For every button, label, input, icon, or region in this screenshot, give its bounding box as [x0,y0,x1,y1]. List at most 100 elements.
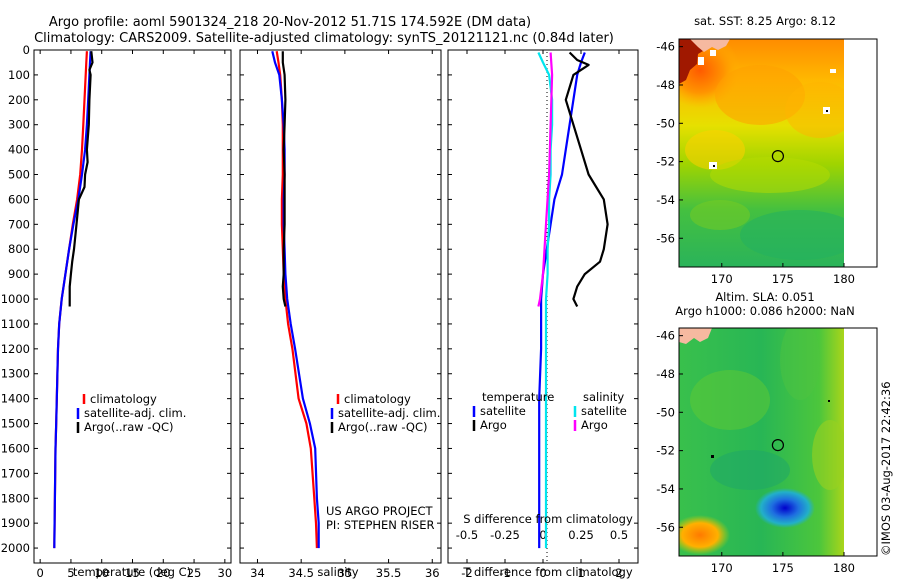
x-tick-label: 1 [577,566,584,580]
map-lon-tick-label: 170 [711,561,733,575]
difference-axis-ticks: -2 -1 0 1 2 -0.5 -0.25 0 0.25 0.5 [448,49,638,580]
temperature-legend-argo: Argo(..raw -QC) [84,420,174,434]
depth-tick-label: 1900 [1,516,30,530]
series-line-satellite-adj-clim- [53,51,92,549]
series-line-satellite-adj-clim- [271,50,320,549]
temperature-legend: climatology satellite-adj. clim. Argo(..… [76,392,186,434]
map-lon-tick-label: 175 [772,272,794,286]
x-tick-label: 34.5 [288,566,314,580]
temperature-plot-frame [33,49,232,564]
depth-tick-label: 100 [8,68,30,82]
series-line-argo-raw-qc- [68,51,94,307]
map-lat-tick-label: -54 [656,193,675,207]
x-tick-label: 20 [156,566,171,580]
sla-map-title-line1: Altim. SLA: 0.051 [715,290,814,304]
map-lat-tick-label: -46 [656,40,675,54]
x-tick-label: 35 [338,566,353,580]
depth-tick-label: 1300 [1,367,30,381]
x-top-tick-label: -0.5 [456,528,478,542]
difference-x-label: T difference from climatology [462,565,633,579]
x-tick-label: 15 [125,566,140,580]
x-tick-label: 25 [187,566,202,580]
sst-map-title: sat. SST: 8.25 Argo: 8.12 [694,14,836,28]
depth-tick-label: 1700 [1,466,30,480]
x-tick-label: 36 [425,566,440,580]
map-lat-tick-label: -56 [656,231,675,245]
salinity-lines [271,50,320,549]
depth-tick-label: 1500 [1,417,30,431]
map-lat-tick-label: -54 [656,482,675,496]
x-top-tick-label: -0.25 [490,528,520,542]
depth-tick-label: 1800 [1,491,30,505]
argo-float-marker [771,439,785,452]
salinity-axis-ticks: 34 34.5 35 35.5 36 [240,49,441,580]
depth-tick-label: 1400 [1,392,30,406]
depth-tick-label: 1100 [1,317,30,331]
map-lat-tick-label: -48 [656,78,675,92]
difference-legend: temperature satellite Argo salinity sate… [472,390,627,432]
depth-tick-label: 500 [8,168,30,182]
map-lat-tick-label: -52 [656,155,675,169]
x-tick-label: 10 [94,566,109,580]
map-lat-tick-label: -50 [656,116,675,130]
salinity-x-label: salinity [317,565,358,579]
project-credit: US ARGO PROJECT [326,504,434,518]
map-lon-tick-label: 180 [833,561,855,575]
x-tick-label: -2 [461,566,472,580]
series-line-argo-raw-qc- [281,51,287,307]
temperature-x-label: temperature (deg C) [73,565,191,579]
sla-map-panel: Altim. SLA: 0.051 Argo h1000: 0.086 h200… [656,290,878,575]
x-tick-label: 2 [615,566,622,580]
salinity-plot-frame [239,49,442,564]
map-lon-tick-label: 175 [772,561,794,575]
salinity-legend-satellite: satellite-adj. clim. [338,406,440,420]
difference-panel: -2 -1 0 1 2 -0.5 -0.25 0 0.25 0.5 temperature sat… [447,49,639,580]
depth-tick-label: 2000 [1,541,30,555]
x-top-tick-label: 0.5 [610,528,628,542]
legend-temp-satellite: satellite [480,404,526,418]
pi-credit: PI: STEPHEN RISER [326,518,435,532]
sst-map-panel: sat. SST: 8.25 Argo: 8.12 170 175 180 -46 -4… [656,14,878,286]
sla-map-frame [678,327,878,557]
salinity-legend-climatology: climatology [344,392,411,406]
land-patch-icon [690,39,730,52]
imos-stamp: ©IMOS 03-Aug-2017 22:42:36 [879,381,893,556]
legend-sal-satellite: satellite [581,404,627,418]
sla-map-ticks: 170 175 180 -46 -48 -50 -52 -54 -56 [656,329,855,575]
x-top-tick-label: 0.25 [568,528,594,542]
sla-map-image [679,328,844,556]
x-tick-label: 35.5 [376,566,402,580]
depth-tick-label: 400 [8,143,30,157]
series-line-salinity-argo [537,52,554,307]
legend-temp-argo: Argo [480,418,507,432]
depth-tick-label: 1000 [1,292,30,306]
x-tick-label: 5 [67,566,74,580]
depth-tick-label: 600 [8,192,30,206]
temperature-axis-ticks: 0 5 10 15 20 25 300100200300400500600700800900… [1,43,232,580]
sla-map-title-line2: Argo h1000: 0.086 h2000: NaN [675,304,854,318]
depth-tick-label: 0 [23,43,30,57]
difference-plot-frame [447,49,639,564]
salinity-panel: 34 34.5 35 35.5 36 salinity climatology sate… [239,49,442,580]
difference-top-label: S difference from climatology [463,512,633,526]
depth-tick-label: 300 [8,118,30,132]
legend-title-salinity: salinity [583,390,624,404]
x-tick-label: 30 [218,566,233,580]
sst-map-image [679,39,844,267]
x-top-tick-label: 0 [539,528,546,542]
x-tick-label: -1 [499,566,510,580]
argo-float-marker [771,150,785,163]
temperature-legend-satellite: satellite-adj. clim. [84,406,186,420]
figure-title-line2: Climatology: CARS2009. Satellite-adjuste… [34,31,614,46]
salinity-legend: climatology satellite-adj. clim. Argo(..… [330,392,440,434]
map-lon-tick-label: 180 [833,272,855,286]
depth-tick-label: 800 [8,242,30,256]
map-lat-tick-label: -56 [656,520,675,534]
legend-sal-argo: Argo [581,418,608,432]
x-tick-label: 34 [250,566,265,580]
salinity-legend-argo: Argo(..raw -QC) [338,420,428,434]
map-lat-tick-label: -48 [656,367,675,381]
land-patch-icon [679,328,712,344]
